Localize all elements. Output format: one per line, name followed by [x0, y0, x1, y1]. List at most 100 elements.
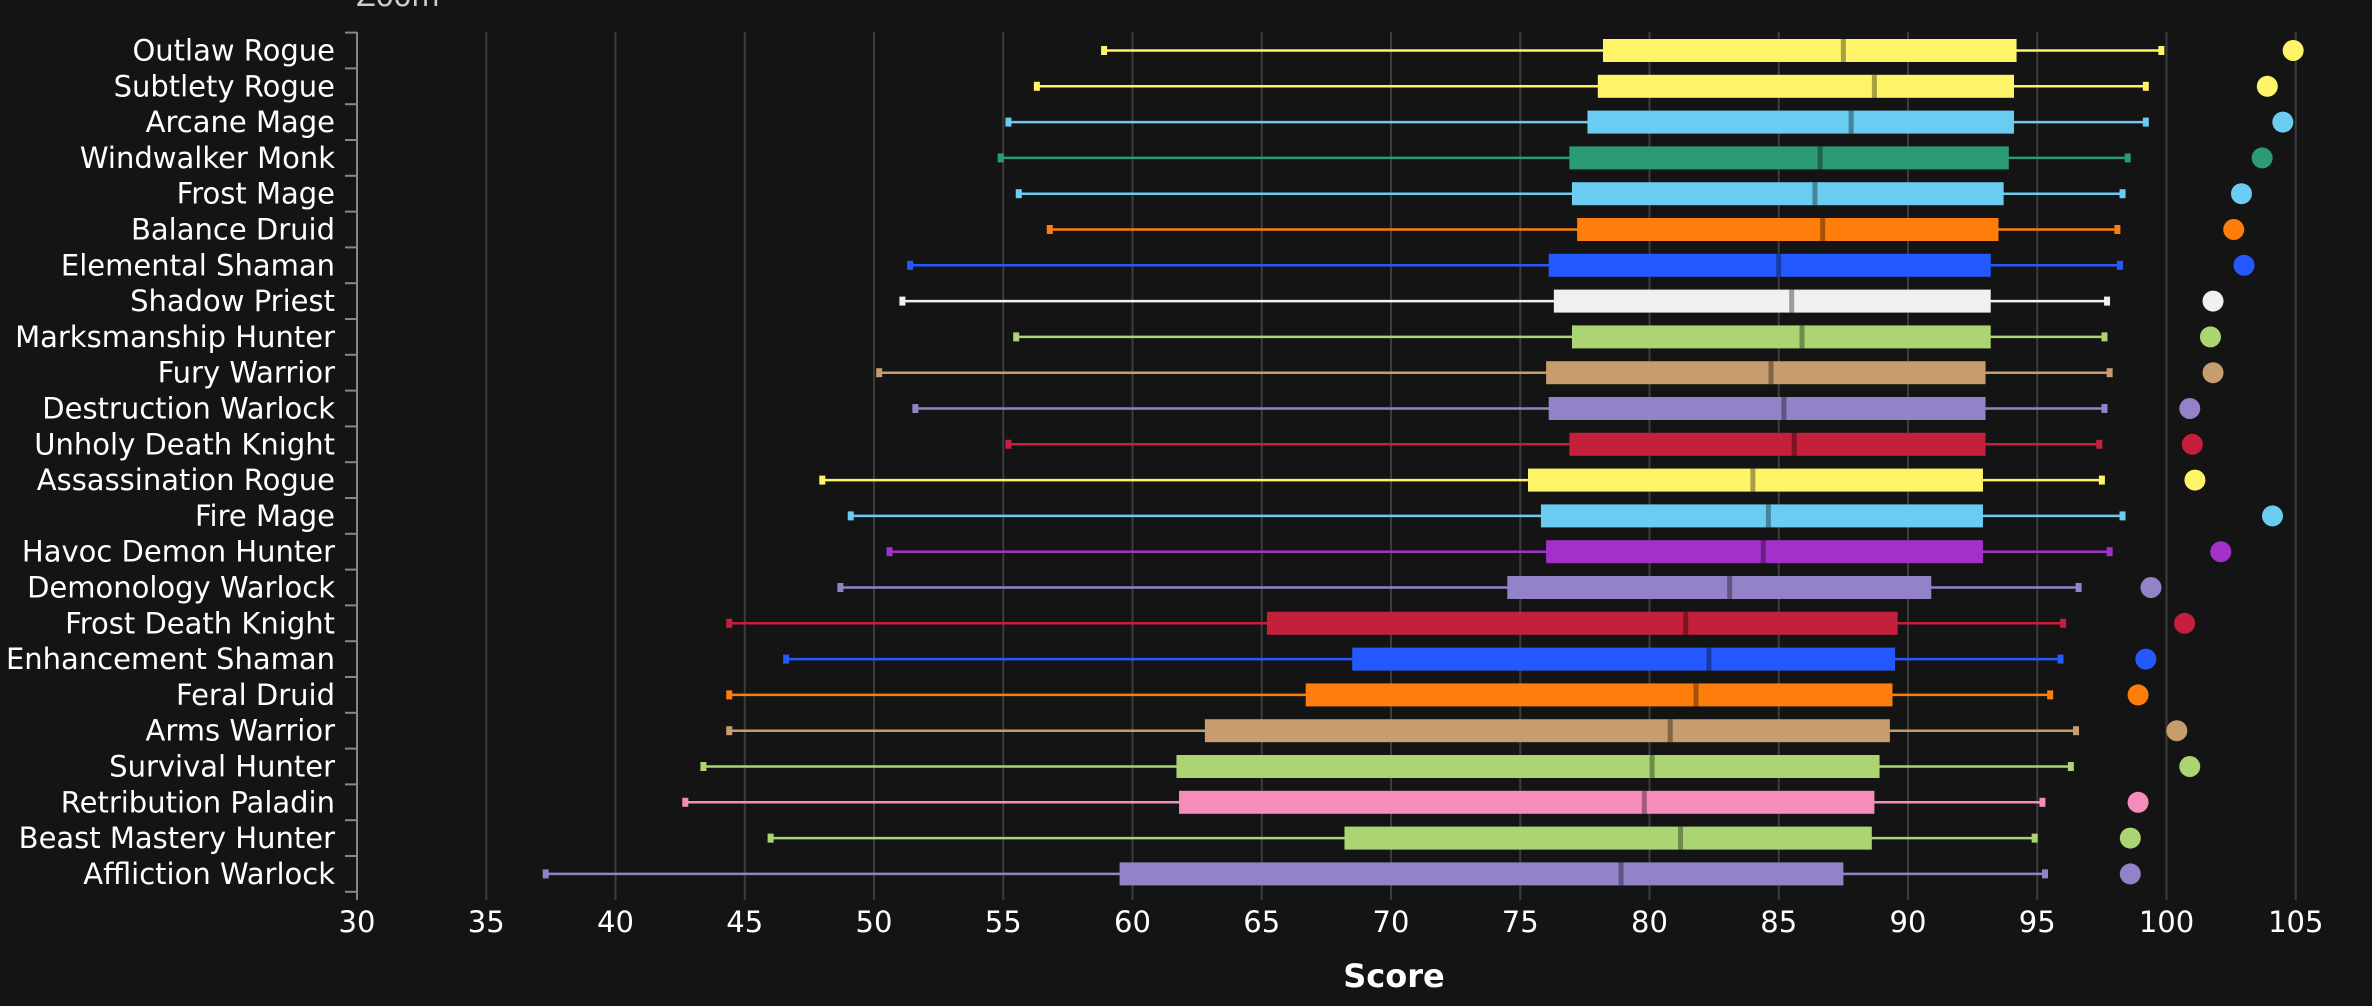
iqr-box: [1528, 468, 1983, 492]
whisker-min-cap: [726, 726, 733, 736]
max-score-dot: [2135, 648, 2157, 670]
max-score-dot: [2199, 326, 2221, 348]
whisker-max-cap: [2073, 726, 2080, 736]
whisker-max-cap: [2142, 117, 2149, 127]
max-score-dot: [2210, 541, 2232, 563]
median-mark: [1760, 540, 1766, 564]
category-label: Demonology Warlock: [27, 571, 335, 605]
iqr-box: [1548, 253, 1991, 277]
median-mark: [1817, 146, 1823, 170]
whisker-max-cap: [2042, 869, 2049, 879]
category-label: Havoc Demon Hunter: [22, 535, 335, 569]
category-label: Fire Mage: [195, 499, 335, 533]
category-label: Fury Warrior: [158, 356, 336, 390]
box-plot-row: [899, 289, 2111, 313]
x-tick-label: 45: [726, 905, 763, 939]
category-label: Assassination Rogue: [37, 463, 335, 497]
category-label: Frost Mage: [177, 177, 335, 211]
whisker-max-cap: [2096, 439, 2103, 449]
category-label: Outlaw Rogue: [132, 34, 335, 68]
box-plot-row: [1015, 182, 2126, 206]
whisker-max-cap: [2057, 654, 2064, 664]
whisker-min-cap: [886, 547, 893, 557]
x-axis-title: Score: [1343, 957, 1444, 995]
median-mark: [1706, 647, 1712, 671]
x-tick-label: 105: [2268, 905, 2323, 939]
max-score-dot: [2181, 433, 2203, 455]
median-mark: [1776, 253, 1782, 277]
box-plot-row: [783, 647, 2064, 671]
iqr-box: [1352, 647, 1896, 671]
iqr-box: [1577, 218, 1999, 241]
category-label: Shadow Priest: [130, 284, 335, 318]
whisker-min-cap: [907, 260, 914, 270]
whisker-max-cap: [2104, 296, 2111, 306]
max-score-dot: [2202, 290, 2224, 312]
box-plot-row: [997, 146, 2131, 170]
x-tick-label: 35: [468, 905, 505, 939]
whisker-min-cap: [700, 762, 707, 771]
whisker-max-cap: [2119, 511, 2126, 521]
category-label: Affliction Warlock: [83, 857, 335, 891]
whisker-min-cap: [542, 869, 549, 879]
x-tick-label: 85: [1760, 905, 1797, 939]
category-label: Marksmanship Hunter: [15, 320, 335, 354]
whisker-min-cap: [726, 618, 733, 628]
category-label: Unholy Death Knight: [34, 427, 335, 461]
max-score-dot: [2127, 684, 2149, 706]
iqr-box: [1546, 361, 1986, 385]
box-plot-row: [1046, 218, 2121, 241]
category-label: Retribution Paladin: [61, 785, 335, 819]
whisker-min-cap: [783, 654, 790, 664]
whisker-min-cap: [847, 511, 854, 521]
whisker-min-cap: [876, 368, 883, 378]
x-tick-label: 90: [1890, 905, 1927, 939]
median-mark: [1727, 576, 1733, 599]
iqr-box: [1602, 39, 2017, 62]
x-tick-label: 30: [339, 905, 376, 939]
x-tick-label: 55: [985, 905, 1022, 939]
box-plot-row: [912, 397, 2108, 420]
whisker-min-cap: [1013, 332, 1020, 342]
box-plot-row: [1101, 39, 2165, 62]
max-score-dot: [2184, 469, 2206, 491]
max-score-dot: [2256, 75, 2278, 97]
whisker-max-cap: [2101, 404, 2108, 413]
whisker-max-cap: [2075, 583, 2082, 592]
category-label: Beast Mastery Hunter: [19, 821, 335, 855]
category-label: Arms Warrior: [146, 714, 336, 748]
median-mark: [1768, 361, 1774, 385]
max-score-dot: [2251, 147, 2273, 169]
grid-lines: [485, 32, 2297, 900]
median-mark: [1683, 611, 1689, 635]
median-mark: [1871, 74, 1877, 98]
whisker-min-cap: [1005, 439, 1012, 449]
box-plot-row: [837, 576, 2082, 599]
category-label: Balance Druid: [131, 213, 335, 247]
iqr-box: [1569, 146, 2009, 170]
whisker-max-cap: [2124, 153, 2131, 163]
whisker-min-cap: [819, 475, 826, 485]
max-score-dot: [2119, 863, 2141, 885]
x-tick-label: 50: [856, 905, 893, 939]
iqr-box: [1266, 611, 1898, 635]
whisker-max-cap: [2119, 189, 2126, 199]
median-mark: [1791, 432, 1797, 456]
whisker-max-cap: [2101, 332, 2108, 342]
whisker-max-cap: [2106, 547, 2113, 557]
box-plot-row: [876, 361, 2113, 385]
whisker-max-cap: [2031, 833, 2038, 843]
whisker-min-cap: [997, 153, 1004, 163]
max-score-dots: [2119, 40, 2304, 885]
box-plot-row: [886, 540, 2113, 564]
box-plot-row: [1005, 432, 2103, 456]
median-mark: [1765, 504, 1771, 528]
max-score-dot: [2140, 577, 2162, 598]
iqr-box: [1344, 826, 1872, 850]
category-label: Elemental Shaman: [61, 248, 335, 282]
box-plot-row: [907, 253, 2123, 277]
whisker-min-cap: [1033, 81, 1040, 91]
whisker-min-cap: [1101, 46, 1108, 55]
